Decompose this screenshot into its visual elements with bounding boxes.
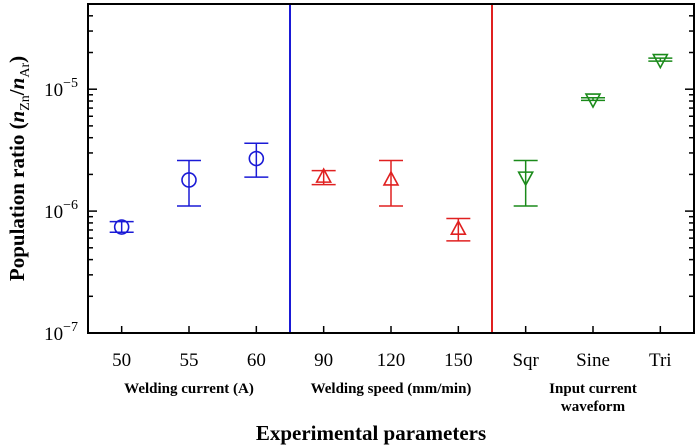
x-tick-label: 55 <box>180 350 199 371</box>
x-tick-label: 90 <box>314 350 333 371</box>
data-point <box>584 93 602 109</box>
y-tick-label: 10−5 <box>44 76 78 101</box>
data-point <box>181 172 197 188</box>
data-point <box>517 171 535 187</box>
x-tick-label: Sqr <box>512 350 539 371</box>
data-point <box>449 219 467 236</box>
data-point <box>248 150 265 167</box>
group-label: Welding current (A) <box>124 381 254 397</box>
x-tick-label: 50 <box>112 350 131 371</box>
y-axis-label: Population ratio (nZn/nAr) <box>5 56 33 281</box>
group-label: Input current <box>549 381 637 397</box>
y-tick-label: 10−6 <box>44 198 78 223</box>
group-label: Welding speed (mm/min) <box>311 381 472 397</box>
x-tick-label: 150 <box>444 350 473 371</box>
data-point <box>651 53 669 70</box>
x-tick-label: Tri <box>649 350 672 371</box>
data-point <box>315 167 333 183</box>
x-tick-label: Sine <box>576 350 610 371</box>
data-point <box>382 170 400 186</box>
data-point <box>113 219 130 235</box>
x-tick-label: 120 <box>377 350 406 371</box>
plot-area <box>109 4 673 333</box>
axes: 10−7 10−6 10−5 50 55 60 90 120 150 Sqr Sine Tri Weld… <box>44 3 695 415</box>
group-label: waveform <box>561 399 626 415</box>
y-tick-label: 10−7 <box>44 320 78 345</box>
x-axis-label: Experimental parameters <box>256 421 486 445</box>
x-tick-label: 60 <box>247 350 266 371</box>
